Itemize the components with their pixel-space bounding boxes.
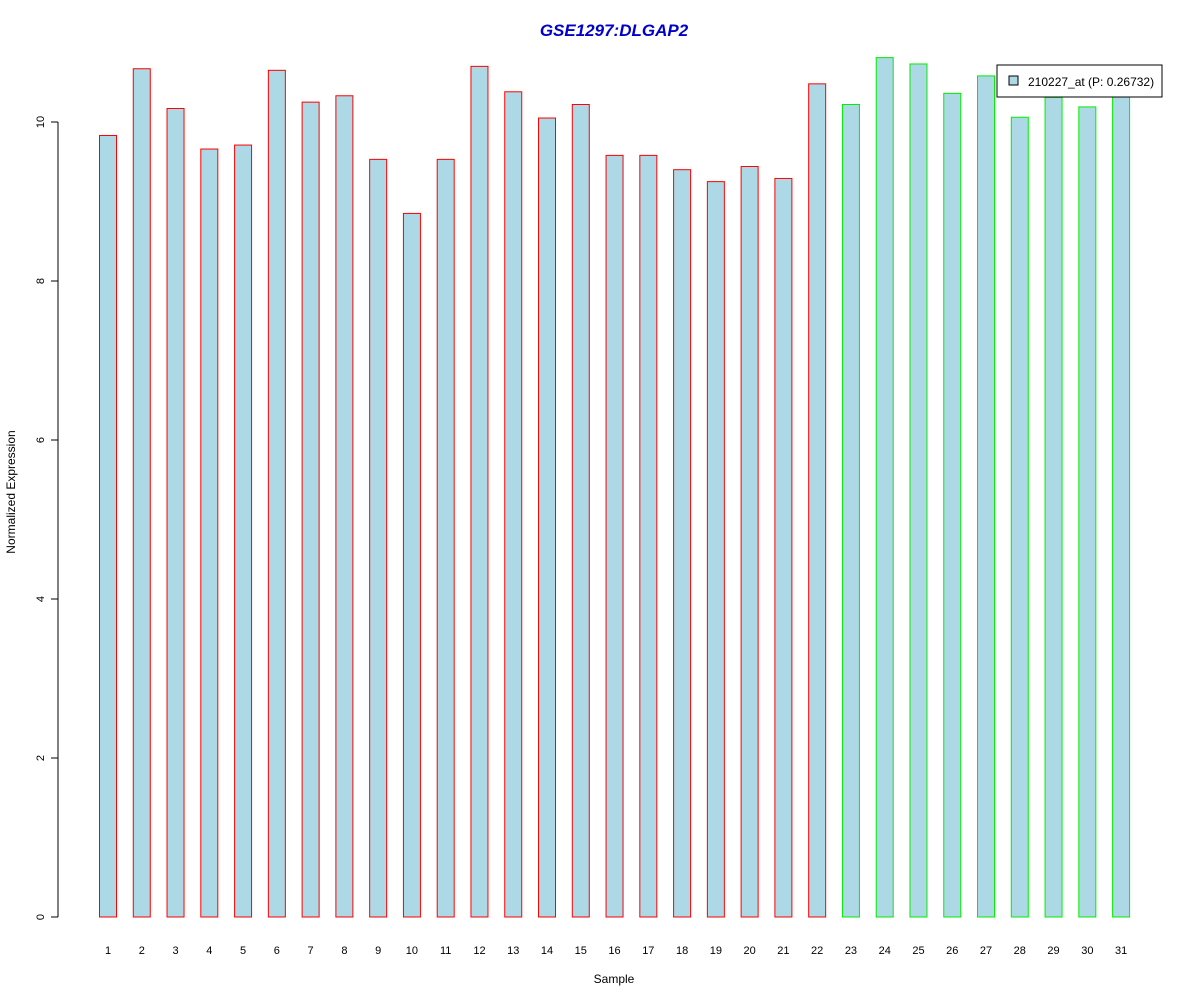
x-tick-label: 7 xyxy=(308,945,314,957)
bar xyxy=(234,144,253,918)
bar xyxy=(200,148,219,918)
x-tick-label: 1 xyxy=(105,945,111,957)
x-tick-label: 27 xyxy=(980,945,992,957)
bar xyxy=(335,95,354,918)
x-tick-label: 19 xyxy=(710,945,722,957)
chart-title: GSE1297:DLGAP2 xyxy=(540,21,689,40)
x-tick-label: 20 xyxy=(744,945,756,957)
bar xyxy=(1112,92,1131,918)
x-tick-label: 6 xyxy=(274,945,280,957)
bar xyxy=(571,104,590,918)
x-tick-label: 24 xyxy=(879,945,891,957)
bar xyxy=(166,107,185,918)
bar xyxy=(436,158,455,918)
x-axis-label: Sample xyxy=(594,972,635,986)
bar xyxy=(538,117,557,918)
y-axis: 0 2 4 6 8 10 xyxy=(35,116,59,920)
bar xyxy=(943,92,962,918)
x-tick-label: 12 xyxy=(473,945,485,957)
x-tick-label: 28 xyxy=(1014,945,1026,957)
y-tick-label: 2 xyxy=(35,755,47,761)
y-tick-label: 0 xyxy=(35,914,47,920)
x-tick-label: 5 xyxy=(240,945,246,957)
x-tick-label: 8 xyxy=(341,945,347,957)
x-tick-label: 14 xyxy=(541,945,553,957)
bars-group xyxy=(99,57,1131,918)
bar xyxy=(639,154,658,918)
bar xyxy=(909,63,928,918)
y-axis-label: Normalized Expression xyxy=(4,430,18,553)
bar xyxy=(841,104,860,918)
bar xyxy=(402,212,421,918)
bar xyxy=(504,91,523,918)
x-tick-label: 22 xyxy=(811,945,823,957)
legend-swatch xyxy=(1008,75,1019,86)
x-tick-label: 31 xyxy=(1115,945,1127,957)
legend-box xyxy=(996,64,1163,98)
x-tick-label: 3 xyxy=(172,945,178,957)
bar xyxy=(301,101,320,918)
x-tick-label: 11 xyxy=(440,945,451,957)
bar xyxy=(977,75,996,918)
bar xyxy=(875,57,894,918)
y-tick-label: 10 xyxy=(35,116,47,128)
x-tick-label: 2 xyxy=(139,945,145,957)
x-tick-label: 30 xyxy=(1081,945,1093,957)
x-tick-label: 18 xyxy=(676,945,688,957)
bar xyxy=(132,68,151,918)
x-tick-label: 9 xyxy=(375,945,381,957)
x-tick-label: 15 xyxy=(575,945,587,957)
x-tick-label: 25 xyxy=(912,945,924,957)
bar xyxy=(1078,106,1097,918)
x-tick-label: 10 xyxy=(406,945,418,957)
x-tick-labels: 1 2 3 4 5 6 7 8 9 10 11 12 13 14 15 16 17 18 19 20 21 22 23 24 2… xyxy=(105,945,1127,957)
bar xyxy=(808,83,827,918)
bar xyxy=(706,181,725,918)
bar xyxy=(369,158,388,918)
x-tick-label: 16 xyxy=(608,945,620,957)
x-tick-label: 17 xyxy=(642,945,654,957)
bar xyxy=(99,135,117,918)
bar xyxy=(673,169,692,918)
bar xyxy=(740,166,759,918)
x-tick-label: 23 xyxy=(845,945,857,957)
bar xyxy=(267,69,286,918)
x-tick-label: 4 xyxy=(206,945,212,957)
y-tick-label: 6 xyxy=(35,437,47,443)
legend: 210227_at (P: 0.26732) xyxy=(996,64,1163,98)
x-tick-label: 26 xyxy=(946,945,958,957)
bar xyxy=(774,177,793,918)
y-tick-label: 8 xyxy=(35,278,47,284)
bar xyxy=(605,154,624,918)
bar xyxy=(1010,116,1029,918)
bar xyxy=(1044,96,1063,918)
bar xyxy=(470,65,489,918)
legend-label: 210227_at (P: 0.26732) xyxy=(1028,75,1154,89)
x-tick-label: 13 xyxy=(507,945,519,957)
x-tick-label: 29 xyxy=(1047,945,1059,957)
x-tick-label: 21 xyxy=(777,945,789,957)
y-tick-label: 4 xyxy=(35,596,47,602)
